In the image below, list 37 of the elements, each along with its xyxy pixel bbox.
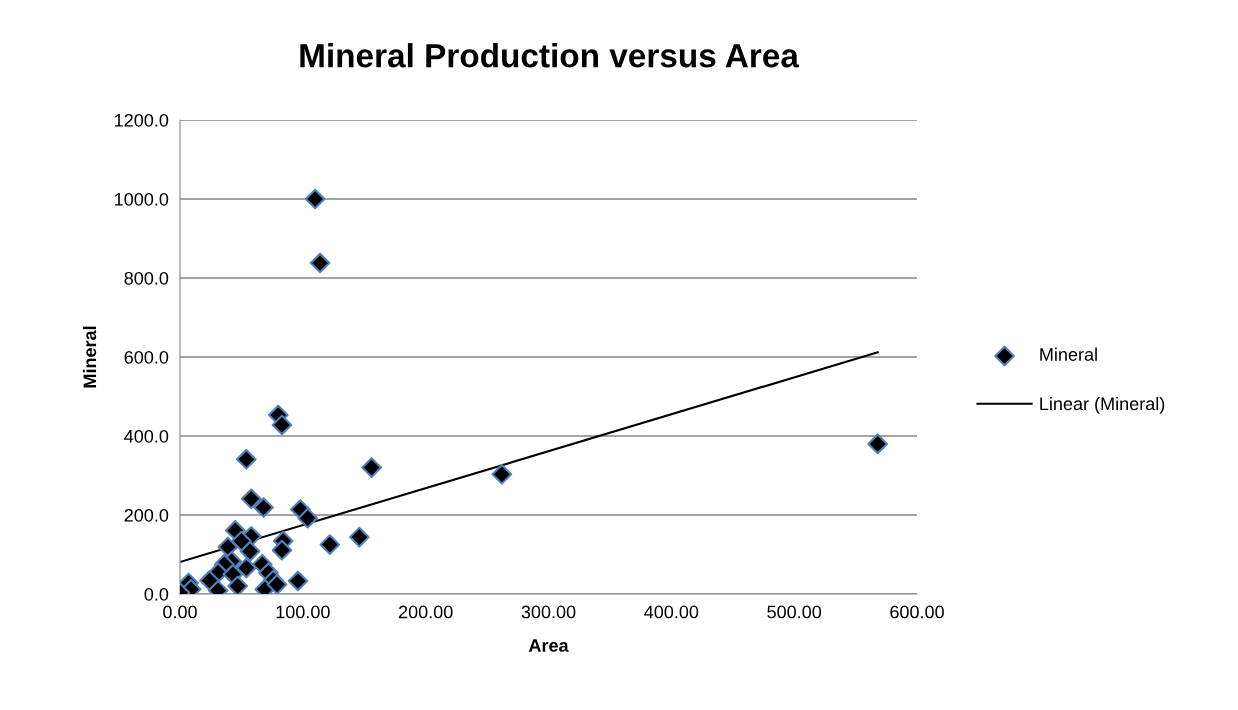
y-tick-label: 1000.0 bbox=[115, 192, 169, 206]
legend-label: Mineral bbox=[1040, 347, 1097, 361]
point bbox=[231, 530, 252, 552]
point bbox=[867, 433, 889, 455]
point bbox=[304, 188, 326, 210]
chart-title: Mineral Production versus Area bbox=[300, 43, 800, 68]
x-tick-label: 300.00 bbox=[521, 605, 576, 619]
point bbox=[271, 539, 293, 561]
y-tick-label: 200.0 bbox=[124, 508, 169, 522]
point bbox=[235, 557, 257, 579]
point bbox=[235, 448, 257, 470]
y-tick-label: 0.0 bbox=[144, 587, 169, 601]
x-tick-label: 200.00 bbox=[398, 605, 453, 619]
x-axis-title: Area bbox=[528, 639, 569, 652]
x-tick-label: 0.00 bbox=[163, 605, 197, 619]
x-tick-label: 400.00 bbox=[644, 605, 699, 619]
point bbox=[271, 414, 293, 436]
legend-label: Linear (Mineral) bbox=[1040, 396, 1165, 414]
point bbox=[319, 534, 341, 555]
y-tick-label: 800.0 bbox=[124, 271, 169, 285]
point bbox=[491, 463, 513, 485]
point bbox=[240, 488, 262, 510]
point bbox=[253, 497, 274, 518]
point bbox=[266, 574, 288, 594]
point bbox=[348, 526, 370, 548]
x-tick-label: 100.00 bbox=[276, 605, 330, 619]
y-tick-label: 1200.0 bbox=[115, 113, 169, 127]
x-tick-label: 500.00 bbox=[767, 605, 822, 619]
x-tick-label: 600.00 bbox=[890, 605, 944, 619]
point bbox=[297, 507, 319, 529]
point bbox=[287, 570, 309, 592]
point bbox=[361, 457, 382, 478]
y-tick-label: 400.0 bbox=[124, 429, 169, 443]
point bbox=[227, 575, 249, 594]
y-axis-title: Mineral bbox=[82, 326, 97, 388]
point bbox=[309, 252, 331, 274]
y-tick-label: 600.0 bbox=[124, 350, 169, 364]
